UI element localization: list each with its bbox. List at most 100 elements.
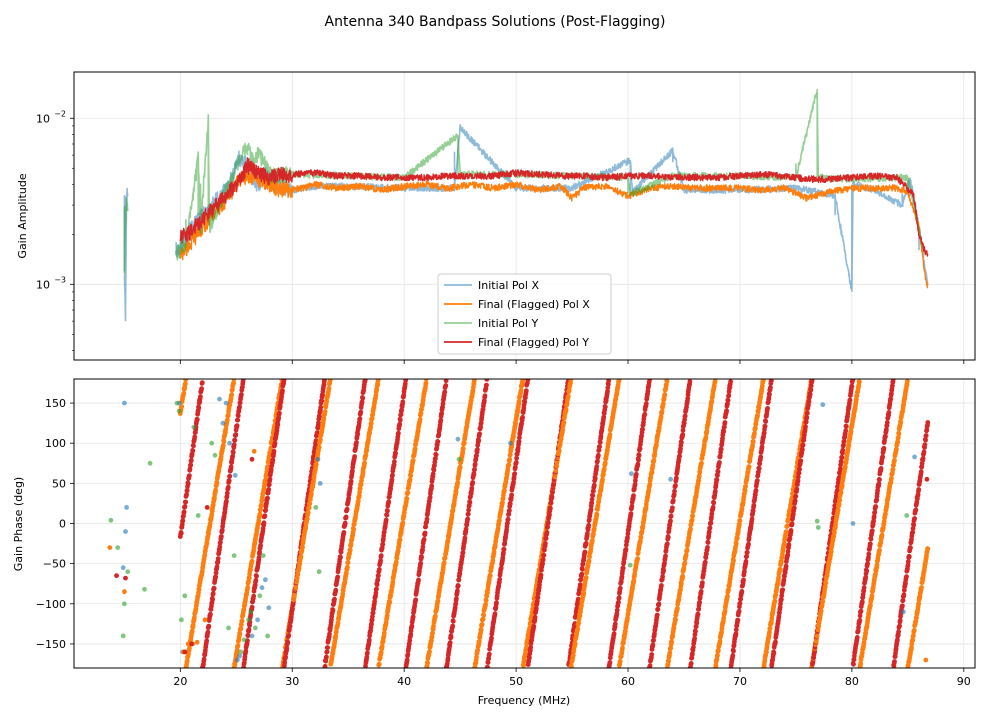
phase-point-initial-pol-y <box>209 440 215 446</box>
phase-point <box>673 617 678 623</box>
phase-point <box>597 440 603 445</box>
phase-point <box>706 529 712 535</box>
phase-point <box>792 498 798 504</box>
phase-point <box>345 564 350 570</box>
phase-point <box>418 410 424 416</box>
phase-point-final-flagged-pol-y <box>182 649 188 655</box>
phase-point <box>712 379 718 382</box>
phase-point-final-flagged-pol-y <box>189 641 194 647</box>
phase-point <box>596 452 601 458</box>
phase-point <box>731 558 736 564</box>
phase-point <box>591 482 597 488</box>
phase-point-initial-pol-x <box>124 505 129 510</box>
phase-point <box>884 427 889 432</box>
phase-point <box>563 407 569 413</box>
phase-point <box>321 416 327 421</box>
phase-point <box>383 517 389 523</box>
phase-point-initial-pol-x <box>263 577 268 583</box>
phase-point <box>851 661 856 667</box>
phase-point <box>586 522 592 528</box>
phase-point <box>743 483 749 489</box>
phase-point <box>865 561 870 566</box>
phase-point <box>257 549 262 555</box>
phase-ylabel: Gain Phase (deg) <box>12 477 25 571</box>
phase-point-initial-pol-x <box>123 529 128 534</box>
phase-point <box>518 388 524 393</box>
phase-point <box>803 424 808 430</box>
phase-point <box>189 628 195 634</box>
phase-point <box>744 554 749 559</box>
phase-point <box>369 416 375 421</box>
phase-point <box>754 478 760 483</box>
phase-points <box>107 379 931 668</box>
phase-point <box>237 631 243 637</box>
phase-point <box>397 417 403 423</box>
phase-point <box>379 644 385 649</box>
phase-point <box>683 552 689 558</box>
phase-point <box>832 503 838 509</box>
phase-point <box>595 503 601 509</box>
phase-point <box>376 567 382 572</box>
phase-point <box>579 603 584 608</box>
phase-point <box>405 490 411 496</box>
phase-point <box>777 566 783 572</box>
phase-point <box>513 421 519 426</box>
phase-point <box>715 473 720 478</box>
phase-point <box>492 611 498 617</box>
phase-point <box>522 399 528 405</box>
phase-point <box>294 575 300 581</box>
phase-point <box>440 401 446 407</box>
phase-point <box>245 585 251 590</box>
phase-point <box>864 568 870 574</box>
phase-point <box>198 394 203 399</box>
phase-point <box>347 547 353 553</box>
phase-point <box>509 492 514 498</box>
phase-point <box>231 380 237 386</box>
phase-point <box>675 605 680 611</box>
phase-point <box>482 393 488 399</box>
phase-point <box>737 600 743 606</box>
phase-point <box>783 563 789 569</box>
phase-point <box>575 596 581 602</box>
phase-point <box>263 477 268 483</box>
phase-point <box>694 620 700 626</box>
phase-point <box>199 386 205 391</box>
phase-point <box>731 648 736 654</box>
phase-point-initial-pol-x <box>901 609 906 615</box>
phase-point-initial-pol-y <box>182 593 188 599</box>
phase-point <box>317 414 322 419</box>
phase-point <box>569 664 574 668</box>
phase-point <box>401 514 407 519</box>
phase-point <box>894 446 899 452</box>
phase-point <box>664 379 670 384</box>
phase-point <box>739 506 745 512</box>
phase-ytick-label: 100 <box>45 437 66 450</box>
phase-point <box>697 600 702 605</box>
phase-point <box>698 589 704 594</box>
legend-frame <box>437 273 612 355</box>
phase-point <box>838 459 844 465</box>
phase-point <box>237 404 243 410</box>
phase-point <box>484 379 490 382</box>
phase-xtick-label: 50 <box>509 675 523 688</box>
phase-point <box>196 405 202 411</box>
phase-point <box>438 417 444 423</box>
phase-point <box>578 577 584 582</box>
phase-point <box>497 518 502 523</box>
phase-point <box>677 453 682 459</box>
phase-point <box>324 399 330 405</box>
phase-point <box>705 540 711 545</box>
phase-point <box>695 611 701 617</box>
phase-point <box>194 417 200 422</box>
phase-point <box>662 392 668 397</box>
phase-point <box>306 505 312 511</box>
phase-point <box>320 392 325 398</box>
phase-point-initial-pol-x <box>266 605 272 611</box>
phase-point <box>423 524 429 530</box>
phase-point-initial-pol-x <box>317 481 323 486</box>
phase-point <box>232 437 238 443</box>
amplitude-ytick-label: 10 <box>36 278 50 291</box>
phase-point <box>187 473 192 478</box>
phase-xtick-label: 80 <box>845 675 859 688</box>
